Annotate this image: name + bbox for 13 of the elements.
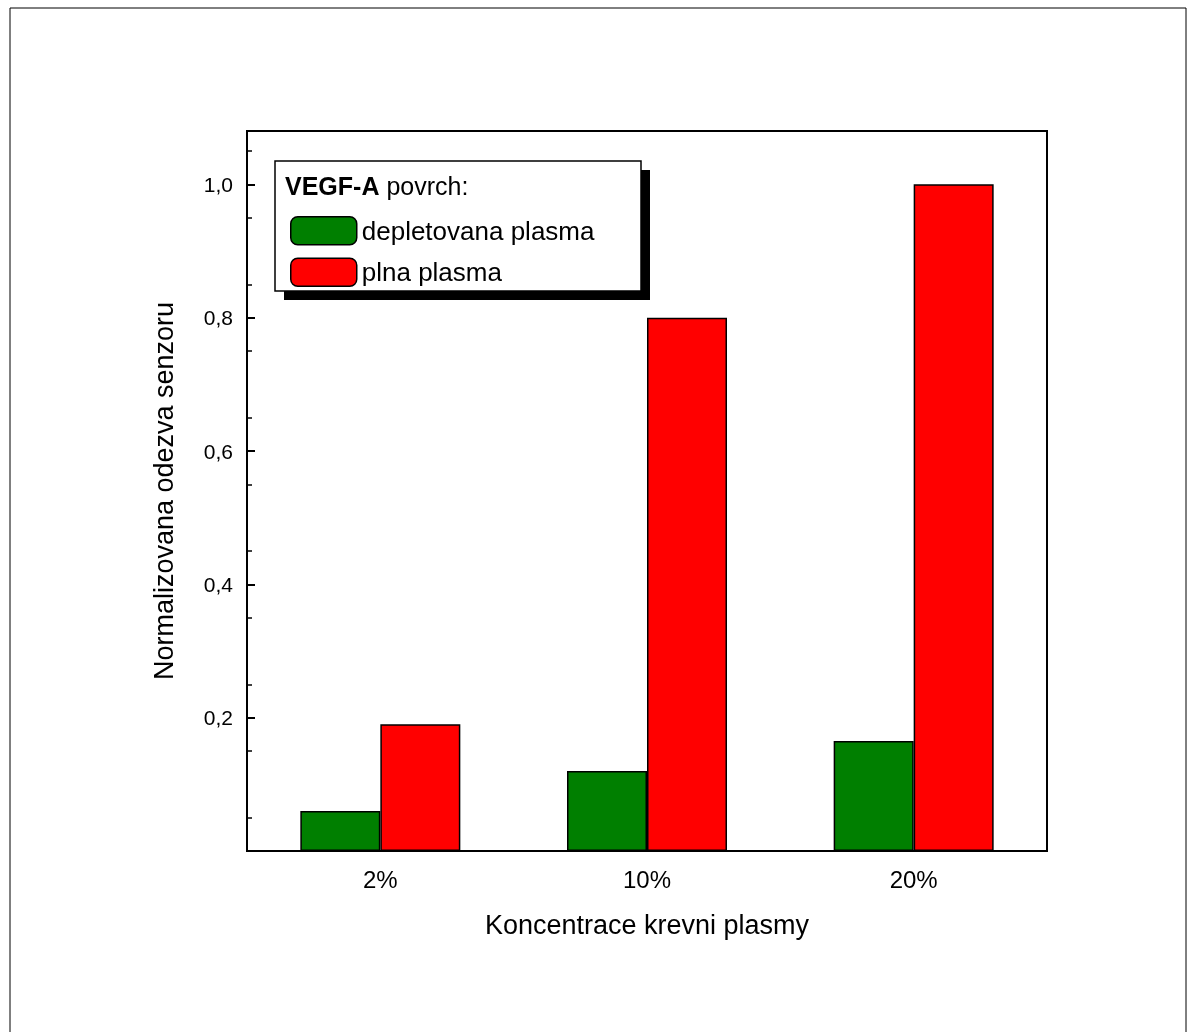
y-tick-label: 0,2 bbox=[203, 706, 233, 730]
x-axis-title: Koncentrace krevni plasmy bbox=[484, 909, 810, 940]
x-tick-label: 2% bbox=[362, 865, 398, 893]
x-tick-label: 20% bbox=[889, 865, 938, 893]
y-tick-label: 0,4 bbox=[203, 572, 234, 596]
y-axis-title: Normalizovana odezva senzoru bbox=[148, 301, 179, 681]
legend-title: VEGF-A povrch: bbox=[285, 171, 469, 200]
y-tick-label: 1,0 bbox=[203, 172, 233, 196]
legend-label: depletovana plasma bbox=[361, 215, 596, 246]
x-tick-label: 10% bbox=[622, 865, 672, 893]
legend-label: plna plasma bbox=[361, 257, 503, 288]
y-tick-label: 0,8 bbox=[203, 306, 233, 330]
y-tick-label: 0,6 bbox=[203, 439, 233, 463]
